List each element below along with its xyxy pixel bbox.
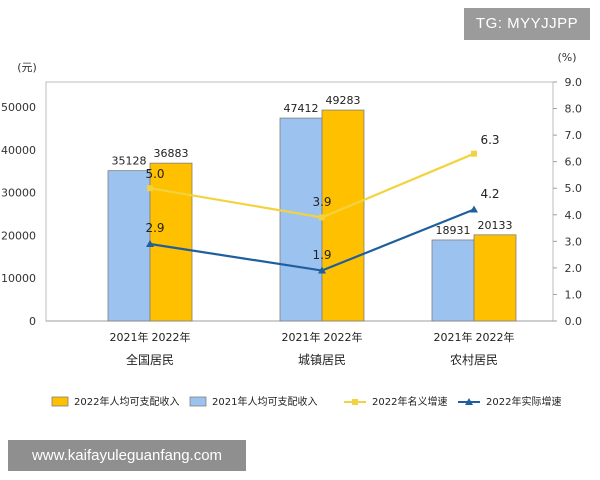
point-nominal-growth [471,150,477,157]
right-tick-label: 3.0 [565,235,583,248]
bar-value-label: 49283 [326,94,361,107]
watermark-top-right: TG: MYYJJPP [464,8,590,40]
legend: 2022年人均可支配收入 2021年人均可支配收入 2022年名义增速 2022年实际… [51,395,561,408]
real-growth-label: 4.2 [480,187,499,201]
year-label: 2021年 [110,330,149,344]
left-tick-label: 0 [29,315,36,328]
right-tick-label: 2.0 [565,262,583,275]
point-nominal-growth [319,214,325,221]
group-label: 农村居民 [450,353,498,367]
bar-value-label: 18931 [436,224,471,237]
bars: 35128 36883 47412 49283 18931 20133 [107,94,517,322]
left-axis: (元) 0 10000 20000 30000 40000 50000 [1,61,37,328]
bar-2021 [107,170,151,322]
year-label: 2021年 [434,330,473,344]
year-label: 2022年 [152,330,191,344]
right-tick-label: 4.0 [565,209,583,222]
legend-label: 2022年人均可支配收入 [74,395,179,408]
left-tick-label: 50000 [1,101,36,114]
left-axis-unit: (元) [17,61,37,74]
bar-value-label: 35128 [112,155,147,168]
right-axis: (%) 0.0 1.0 2.0 3.0 4.0 5.0 6.0 7.0 8.0 9.0 [553,51,582,328]
point-real-growth [470,205,478,213]
year-label: 2021年 [282,330,321,344]
point-real-growth [146,239,154,247]
real-growth-label: 1.9 [312,248,331,262]
right-tick-label: 5.0 [565,182,583,195]
left-tick-label: 40000 [1,144,36,157]
legend-label: 2022年实际增速 [486,395,561,408]
legend-label: 2022年名义增速 [372,395,447,408]
real-growth-label: 2.9 [145,221,164,235]
legend-swatch [51,396,69,407]
bar-2021 [431,239,475,322]
left-tick-label: 20000 [1,229,36,242]
growth-lines: 5.0 3.9 6.3 2.9 1.9 4.2 [145,133,500,274]
left-tick-label: 10000 [1,272,36,285]
point-real-growth [318,266,326,274]
nominal-growth-label: 3.9 [312,195,331,209]
legend-marker [352,399,358,405]
year-label: 2022年 [476,330,515,344]
point-nominal-growth [147,185,153,192]
bar-value-label: 20133 [478,219,513,232]
right-tick-label: 9.0 [565,76,583,89]
bar-2022 [473,234,517,322]
year-label: 2022年 [324,330,363,344]
group-label: 全国居民 [126,352,174,367]
watermark-bottom-left: www.kaifayuleguanfang.com [8,440,246,471]
bar-value-label: 47412 [284,102,319,115]
nominal-growth-label: 6.3 [480,133,499,147]
right-tick-label: 0.0 [565,315,583,328]
bar-2022 [149,162,193,322]
bar-value-label: 36883 [154,147,189,160]
nominal-growth-label: 5.0 [145,167,164,181]
group-label: 城镇居民 [298,353,346,367]
legend-swatch [189,396,207,407]
right-tick-label: 8.0 [565,103,583,116]
right-tick-label: 7.0 [565,129,583,142]
bar-2021 [279,117,323,322]
right-axis-unit: (%) [557,51,576,64]
right-tick-label: 1.0 [565,288,583,301]
right-tick-label: 6.0 [565,156,583,169]
legend-marker [465,398,473,405]
left-tick-label: 30000 [1,187,36,200]
legend-label: 2021年人均可支配收入 [212,395,317,408]
